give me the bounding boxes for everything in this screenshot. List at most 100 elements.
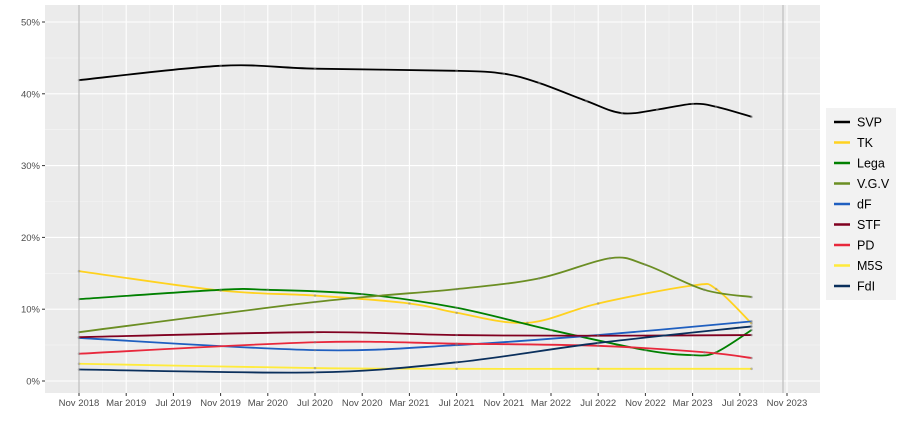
data-point	[313, 348, 317, 352]
series-line-pd	[78, 340, 752, 359]
x-tick-label: Jul 2022	[580, 398, 616, 409]
legend-label: V.G.V	[857, 177, 890, 191]
x-tick-label: Nov 2023	[767, 398, 808, 409]
data-point	[77, 297, 81, 301]
y-tick-label: 40%	[21, 89, 41, 100]
series-line-df	[78, 320, 752, 352]
legend-label: SVP	[857, 116, 882, 130]
data-point	[77, 78, 81, 82]
y-tick-label: 20%	[21, 233, 41, 244]
data-point	[691, 353, 694, 357]
data-point	[77, 352, 81, 356]
data-point	[313, 366, 317, 370]
data-point	[77, 330, 81, 334]
data-point	[596, 344, 600, 348]
series-line-fdi	[78, 325, 752, 374]
data-point	[585, 99, 588, 103]
data-point	[313, 340, 317, 344]
data-point	[266, 288, 270, 292]
data-point	[596, 302, 600, 305]
legend: SVP TK Lega V.G.V dF STF PD M5S FdI	[826, 108, 896, 300]
x-tick-label: Mar 2021	[389, 398, 429, 409]
x-tick-label: Nov 2022	[625, 398, 666, 409]
y-tick-label: 30%	[21, 161, 41, 172]
data-point	[691, 102, 694, 106]
x-tick-label: Jul 2019	[155, 398, 191, 409]
legend-label: dF	[857, 198, 872, 212]
data-point	[455, 287, 458, 291]
data-point	[455, 367, 458, 371]
data-point	[750, 320, 753, 323]
legend-label: Lega	[857, 157, 885, 171]
x-tick-label: Mar 2022	[531, 398, 571, 409]
data-point	[750, 325, 753, 328]
data-point	[455, 311, 458, 315]
data-point	[596, 341, 600, 345]
data-point	[750, 328, 753, 332]
legend-label: FdI	[857, 280, 875, 294]
legend-label: PD	[857, 239, 874, 253]
data-point	[313, 330, 317, 334]
data-point	[596, 334, 600, 338]
data-point	[608, 256, 612, 260]
x-tick-label: Jul 2023	[722, 398, 758, 409]
data-point	[77, 269, 81, 273]
data-point	[644, 348, 647, 352]
data-point	[455, 306, 458, 310]
x-tick-label: Mar 2019	[106, 398, 146, 409]
data-point	[549, 328, 553, 332]
data-point	[644, 263, 647, 266]
x-tick-label: Mar 2023	[673, 398, 713, 409]
y-tick-label: 0%	[26, 377, 40, 388]
y-tick-label: 50%	[21, 18, 41, 29]
data-point	[77, 368, 81, 371]
data-point	[620, 111, 624, 115]
series-line-lega	[78, 288, 753, 357]
data-point	[537, 81, 541, 85]
data-point	[537, 277, 541, 280]
data-point	[455, 69, 458, 73]
data-point	[596, 367, 600, 371]
data-point	[455, 342, 458, 345]
x-tick-label: Jul 2021	[439, 398, 475, 409]
data-point	[703, 288, 706, 292]
series-line-tk	[78, 270, 753, 325]
x-tick-label: Mar 2020	[248, 398, 288, 409]
data-point	[750, 322, 753, 325]
data-point	[655, 108, 659, 111]
data-point	[313, 67, 317, 70]
data-point	[750, 356, 753, 360]
data-point	[455, 333, 458, 337]
data-point	[455, 361, 458, 364]
data-point	[408, 302, 411, 305]
series-line-m5s	[78, 362, 752, 370]
x-tick-label: Nov 2018	[59, 398, 100, 409]
x-tick-label: Nov 2019	[200, 398, 241, 409]
data-point	[703, 350, 706, 354]
data-point	[219, 288, 222, 292]
data-point	[219, 64, 222, 68]
legend-label: M5S	[857, 259, 883, 273]
data-point	[750, 295, 753, 299]
data-point	[714, 287, 718, 291]
legend-label: STF	[857, 218, 881, 232]
data-point	[750, 333, 753, 337]
series-line-stf	[78, 331, 752, 339]
y-tick-label: 10%	[21, 305, 41, 316]
data-point	[714, 105, 718, 109]
x-tick-label: Nov 2021	[483, 398, 524, 409]
data-point	[313, 371, 317, 374]
legend-label: TK	[857, 136, 874, 150]
x-tick-label: Nov 2020	[342, 398, 383, 409]
x-tick-label: Jul 2020	[297, 398, 333, 409]
data-point	[313, 294, 317, 297]
data-point	[360, 292, 364, 296]
data-point	[313, 300, 317, 304]
data-point	[750, 115, 753, 119]
data-point	[502, 72, 506, 75]
data-point	[77, 362, 81, 366]
data-point	[750, 367, 753, 371]
data-point	[77, 335, 81, 339]
